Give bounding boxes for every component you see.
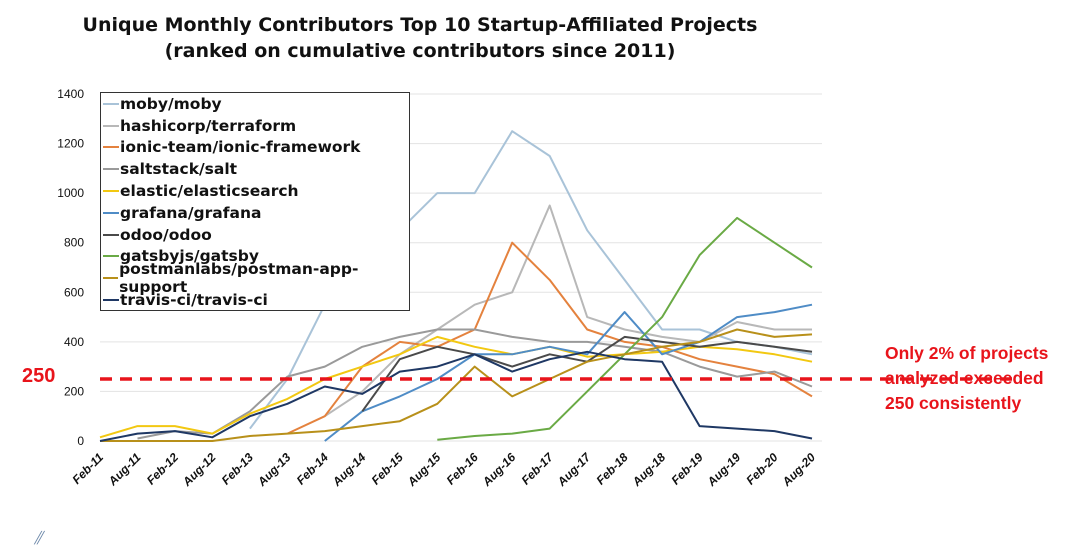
legend-swatch	[103, 190, 119, 193]
legend-label: odoo/odoo	[120, 225, 212, 244]
y-tick-label: 0	[77, 434, 84, 448]
x-tick-label: Feb-14	[294, 450, 331, 487]
annotation-line: analyzed exceeded	[885, 368, 1044, 388]
x-tick-label: Aug-17	[554, 449, 594, 489]
series-line-hashicorp-terraform	[324, 204, 812, 418]
series-line-saltstack-salt	[137, 328, 813, 440]
x-tick-label: Aug-11	[105, 450, 144, 489]
legend-label: moby/moby	[120, 94, 222, 113]
x-tick-label: Aug-20	[779, 450, 819, 490]
chart-subtitle: (ranked on cumulative contributors since…	[164, 40, 676, 62]
logo-icon: ⫽	[34, 528, 43, 549]
x-tick-label: Feb-18	[593, 450, 630, 487]
legend-label: postmanlabs/postman-app-support	[119, 260, 359, 297]
legend-swatch	[103, 277, 119, 280]
legend-label: saltstack/salt	[120, 160, 238, 179]
y-tick-label: 1400	[57, 87, 84, 101]
x-tick-label: Feb-12	[144, 450, 181, 487]
legend-swatch	[103, 299, 119, 302]
x-tick-label: Aug-18	[629, 450, 669, 490]
y-tick-label: 600	[64, 285, 84, 299]
legend-swatch	[103, 211, 119, 214]
x-tick-label: Aug-14	[329, 450, 369, 490]
legend-label: elastic/elasticsearch	[120, 182, 299, 201]
legend-label: grafana/grafana	[120, 203, 262, 222]
legend-item: saltstack/salt	[103, 158, 409, 180]
legend-item: elastic/elasticsearch	[103, 180, 409, 202]
annotation: Only 2% of projects analyzed exceeded 25…	[885, 341, 1048, 416]
legend-label: gatsbyjs/gatsby	[120, 247, 259, 266]
legend-swatch	[103, 102, 119, 105]
y-tick-label: 1000	[57, 186, 84, 200]
legend-item: moby/moby	[103, 93, 409, 115]
y-tick-label: 1200	[57, 137, 84, 151]
legend-swatch	[103, 124, 119, 127]
y-tick-label: 200	[64, 384, 84, 398]
x-tick-label: Feb-15	[369, 450, 406, 487]
legend-swatch	[103, 255, 119, 258]
annotation-line: Only 2% of projects	[885, 343, 1049, 363]
x-tick-label: Feb-19	[668, 450, 705, 487]
x-tick-label: Aug-13	[254, 450, 294, 490]
legend-item: hashicorp/terraform	[103, 115, 409, 137]
legend-label: hashicorp/terraform	[120, 116, 297, 135]
legend: moby/moby hashicorp/terraform ionic-team/i…	[100, 92, 410, 311]
y-tick-label: 400	[64, 335, 84, 349]
x-tick-label: Aug-16	[479, 450, 519, 490]
chart-title: Unique Monthly Contributors Top 10 Start…	[82, 14, 758, 36]
legend-label: travis-ci/travis-ci	[120, 291, 268, 310]
legend-item: travis-ci/travis-ci	[103, 289, 409, 311]
legend-swatch	[103, 146, 119, 149]
legend-item: grafana/grafana	[103, 202, 409, 224]
x-tick-label: Feb-13	[219, 450, 256, 487]
legend-item: ionic-team/ionic-framework	[103, 137, 409, 159]
legend-item: gatsbyjs/gatsby	[103, 246, 409, 268]
x-tick-label: Aug-15	[404, 450, 444, 490]
legend-label: ionic-team/ionic-framework	[120, 138, 361, 157]
series-line-elastic-elasticsearch	[99, 335, 813, 439]
x-tick-label: Aug-19	[704, 450, 744, 490]
series-line-postmanlabs-postman-app-support	[100, 328, 813, 442]
y-tick-label: 800	[64, 236, 84, 250]
series-line-grafana-grafana	[324, 303, 813, 442]
legend-item: odoo/odoo	[103, 224, 409, 246]
x-tick-label: Feb-20	[743, 450, 780, 487]
threshold-label: 250	[22, 365, 56, 387]
legend-swatch	[103, 168, 119, 171]
x-tick-label: Feb-17	[519, 449, 557, 487]
legend-item: postmanlabs/postman-app-support	[103, 260, 409, 296]
annotation-line: 250 consistently	[885, 393, 1022, 413]
x-tick-label: Feb-11	[69, 450, 106, 487]
legend-swatch	[103, 233, 119, 236]
x-tick-label: Feb-16	[444, 450, 481, 487]
series-line-travis-ci-travis-ci	[99, 350, 813, 442]
series-line-ionic-team-ionic-framework	[286, 241, 813, 435]
series-line-odoo-odoo	[361, 335, 813, 412]
x-tick-label: Aug-12	[179, 450, 219, 490]
